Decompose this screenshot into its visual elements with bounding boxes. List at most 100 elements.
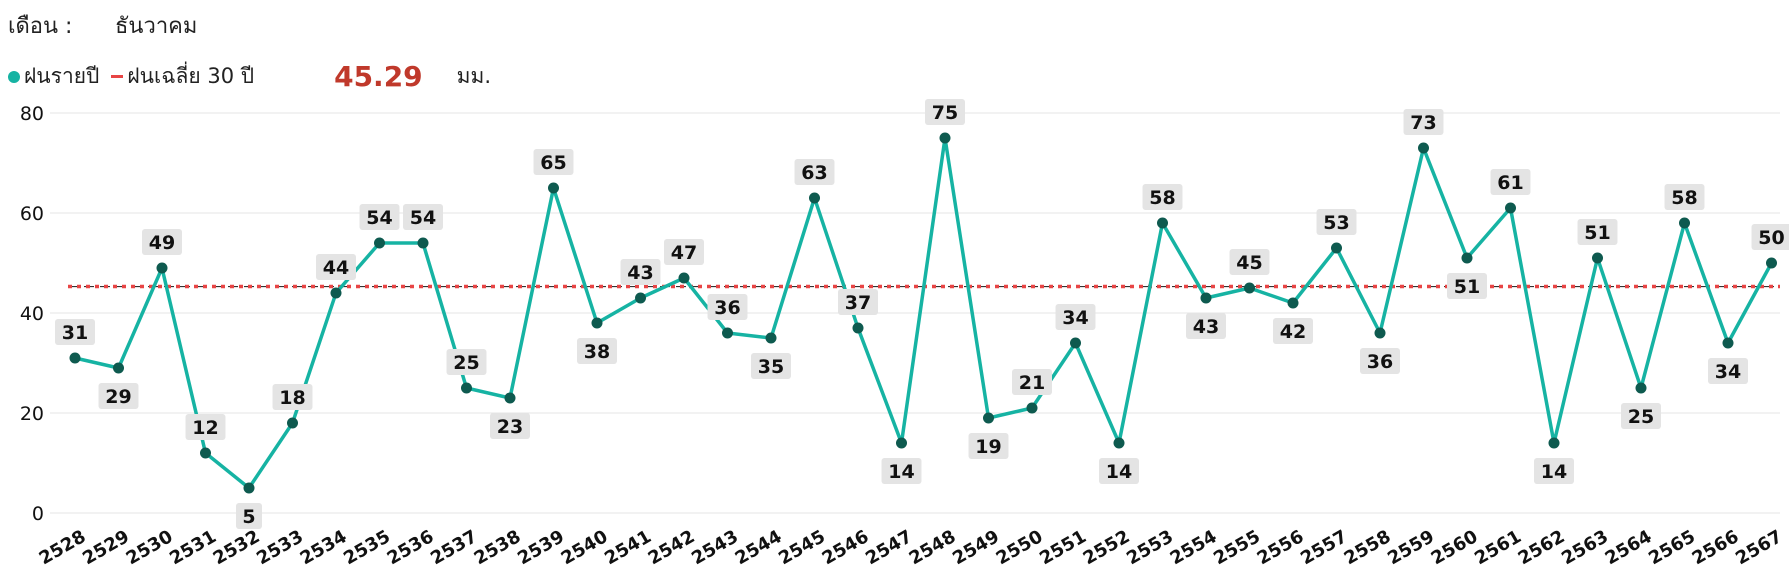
data-point	[809, 192, 820, 204]
data-label-bg	[707, 294, 748, 320]
data-label: 51	[1584, 222, 1610, 244]
data-label: 50	[1758, 227, 1784, 249]
data-point	[1505, 202, 1516, 214]
x-tick-label: 2548	[906, 526, 960, 569]
data-label-bg	[490, 413, 530, 439]
data-point	[1592, 252, 1603, 264]
data-label-bg	[968, 433, 1009, 459]
x-tick-label: 2534	[297, 526, 351, 569]
data-point	[896, 437, 907, 449]
data-point	[1374, 327, 1386, 339]
data-point	[374, 237, 385, 249]
data-point	[417, 237, 429, 249]
data-label-bg	[925, 99, 965, 125]
x-tick-label: 2535	[340, 526, 394, 569]
data-label: 58	[1671, 187, 1697, 209]
data-label-bg	[98, 383, 139, 409]
data-point	[1244, 282, 1255, 294]
data-label: 12	[192, 417, 218, 439]
data-label-bg	[881, 458, 922, 484]
data-label: 45	[1236, 252, 1262, 274]
y-tick-label: 40	[20, 303, 44, 325]
data-point	[765, 332, 777, 344]
x-tick-label: 2555	[1210, 526, 1264, 569]
data-label-bg	[1577, 219, 1618, 245]
data-point	[1200, 292, 1212, 304]
annual-legend-label: ฝนรายปี	[24, 64, 100, 88]
data-point	[1287, 297, 1299, 309]
month-label: เดือน :	[8, 14, 73, 39]
data-point	[1722, 337, 1734, 349]
x-tick-label: 2552	[1080, 526, 1134, 569]
data-label-bg	[1316, 209, 1357, 235]
data-label-bg	[142, 229, 182, 255]
data-point	[287, 417, 298, 429]
data-label: 75	[932, 102, 958, 124]
data-label-bg	[838, 289, 878, 315]
x-tick-label: 2529	[79, 526, 133, 569]
data-label-bg	[1490, 169, 1531, 195]
x-tick-label: 2540	[558, 526, 612, 569]
data-point	[1766, 257, 1777, 269]
data-point	[1070, 337, 1081, 349]
data-label: 44	[323, 257, 349, 279]
data-point	[156, 262, 168, 274]
chart-legend: ฝนรายปี ฝนเฉลี่ย 30 ปี 45.29 มม.	[8, 60, 491, 93]
annual-legend-marker-icon	[8, 70, 20, 83]
average-value: 45.29	[334, 60, 423, 93]
data-label-bg	[794, 159, 835, 185]
data-label-bg	[1664, 184, 1705, 210]
data-label-bg	[1403, 109, 1444, 135]
data-point	[1331, 242, 1342, 254]
average-unit: มม.	[456, 64, 492, 88]
data-label-bg	[577, 338, 617, 364]
data-label-bg	[1142, 184, 1183, 210]
data-label: 54	[366, 207, 392, 229]
x-tick-label: 2532	[210, 526, 264, 569]
x-tick-label: 2566	[1689, 526, 1743, 569]
data-point	[1461, 252, 1473, 264]
data-point	[548, 182, 559, 194]
data-label-bg	[236, 503, 262, 529]
data-label-bg	[1099, 458, 1139, 484]
data-label: 36	[714, 297, 740, 319]
x-tick-label: 2547	[862, 526, 916, 569]
data-label: 61	[1497, 172, 1523, 194]
x-tick-label: 2539	[514, 526, 568, 569]
x-tick-label: 2544	[732, 526, 786, 569]
y-tick-label: 0	[32, 503, 44, 525]
data-point	[69, 352, 81, 364]
data-label-bg	[1055, 304, 1096, 330]
data-label: 42	[1280, 321, 1306, 343]
data-point	[504, 392, 516, 404]
x-tick-label: 2536	[384, 526, 438, 569]
data-label-bg	[620, 259, 661, 285]
x-tick-label: 2538	[471, 526, 525, 569]
average-legend-label: ฝนเฉลี่ย 30 ปี	[127, 64, 255, 88]
data-label: 38	[584, 341, 610, 363]
data-label: 43	[1193, 316, 1219, 338]
data-label-bg	[359, 204, 400, 230]
data-label: 25	[1628, 406, 1654, 428]
x-tick-label: 2550	[993, 526, 1047, 569]
data-label: 51	[1454, 276, 1480, 298]
data-label-bg	[185, 414, 226, 440]
month-value: ธันวาคม	[115, 14, 198, 39]
data-point	[461, 382, 472, 394]
x-tick-label: 2559	[1384, 526, 1438, 569]
data-label: 65	[540, 152, 566, 174]
y-tick-label: 60	[20, 203, 44, 225]
x-tick-label: 2565	[1645, 526, 1699, 569]
data-label: 53	[1323, 212, 1349, 234]
average-legend-dash-icon	[111, 75, 124, 78]
x-tick-label: 2558	[1341, 526, 1395, 569]
data-label-bg	[1708, 358, 1748, 384]
x-tick-label: 2543	[688, 526, 742, 569]
data-point	[1679, 217, 1690, 229]
data-point	[1157, 217, 1168, 229]
data-label: 49	[149, 232, 175, 254]
x-tick-label: 2537	[427, 526, 481, 569]
data-label-bg	[751, 353, 791, 379]
month-header: เดือน : ธันวาคม	[8, 8, 197, 43]
